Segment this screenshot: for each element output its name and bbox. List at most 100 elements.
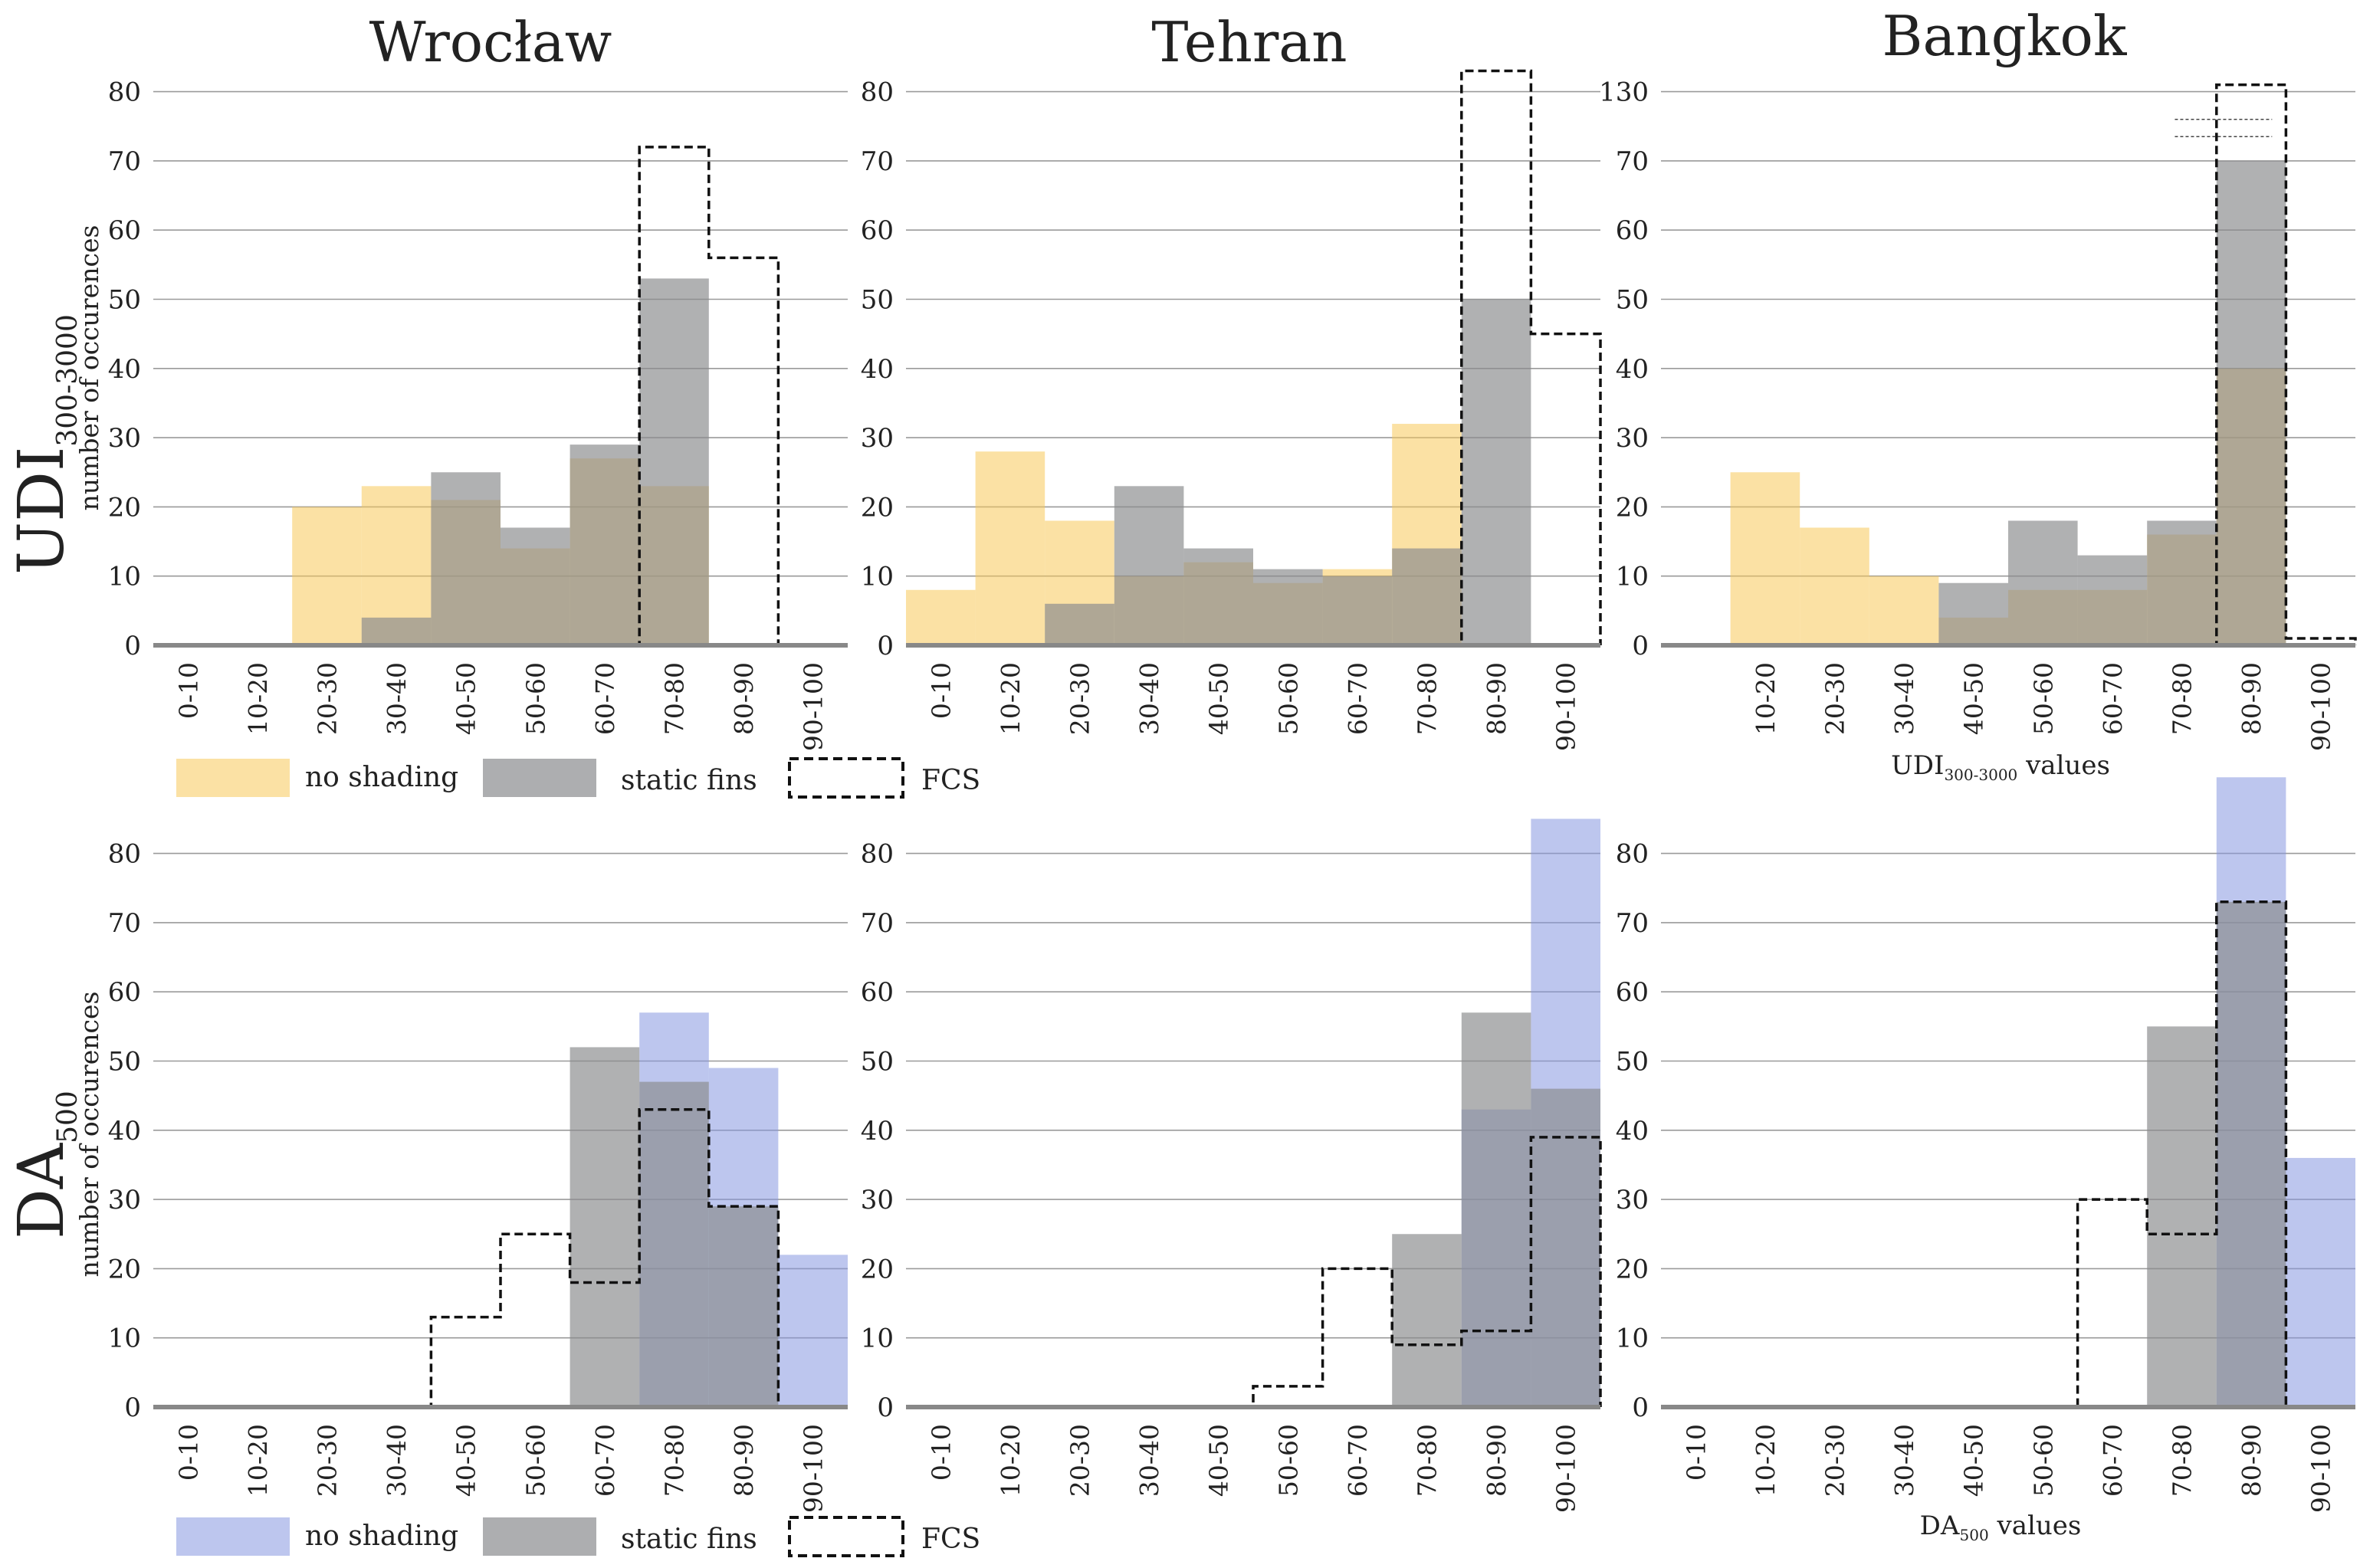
xlabel-udi-tail: values [2017, 750, 2110, 781]
static-fins-bar-70-80 [639, 1081, 709, 1407]
xtick-label-10-20: 10-20 [1751, 1424, 1781, 1497]
ytick-label-50: 50 [861, 285, 894, 316]
static-fins-bar-70-80 [639, 278, 709, 645]
static-fins-bar-20-30 [1045, 603, 1114, 645]
static-fins-bar-40-50 [1183, 548, 1253, 645]
panel-tehran-da: 0 10 20 30 40 50 60 70 80 0-10 10-20 20-30 30-40 40-5… [861, 818, 1602, 1513]
xtick-label-70-80: 70-80 [2168, 662, 2198, 735]
xtick-label-80-90: 80-90 [2237, 1424, 2266, 1497]
no-shading-bar-20-30 [1800, 527, 1869, 645]
static-fins-bar-50-60 [501, 527, 570, 645]
xtick-label-20-30: 20-30 [1065, 662, 1095, 735]
legend-udi-static-fins-swatch [483, 759, 596, 797]
xtick-label-30-40: 30-40 [1134, 1424, 1164, 1497]
ytick-label-20: 20 [861, 492, 894, 523]
ytick-label-0: 0 [1632, 631, 1649, 661]
ytick-label-70: 70 [861, 908, 894, 939]
static-fins-bar-40-50 [431, 472, 501, 645]
xtick-label-10-20: 10-20 [243, 1424, 273, 1497]
no-shading-bar-10-20 [1730, 472, 1800, 645]
static-fins-bar-60-70 [569, 1047, 640, 1407]
ytick-label-20: 20 [108, 492, 141, 523]
no-shading-bar-20-30 [292, 507, 362, 645]
ytick-label-60: 60 [861, 215, 894, 246]
ytick-label-130: 130 [1599, 77, 1649, 108]
legend-udi-no-shading-swatch [176, 759, 290, 797]
row-label-udi-sub: 300-3000 [52, 314, 84, 447]
ytick-label-40: 40 [108, 354, 141, 385]
ytick-label-20: 20 [1616, 492, 1649, 523]
xtick-label-10-20: 10-20 [996, 662, 1026, 735]
ytick-label-60: 60 [1616, 977, 1649, 1008]
ytick-label-10: 10 [861, 562, 894, 592]
xtick-label-70-80: 70-80 [2168, 1424, 2198, 1497]
xtick-label-80-90: 80-90 [729, 662, 759, 735]
xtick-label-50-60: 50-60 [520, 1424, 550, 1497]
ytick-label-10: 10 [108, 1324, 141, 1354]
legend-da-fcs-swatch [788, 1516, 904, 1557]
static-fins-bar-70-80 [2147, 520, 2217, 645]
ytick-label-70: 70 [861, 146, 894, 177]
xtick-label-20-30: 20-30 [1820, 662, 1850, 735]
xtick-label-60-70: 60-70 [1343, 1424, 1373, 1497]
static-fins-bar-80-90 [2216, 901, 2286, 1407]
no-shading-bar-0-10 [906, 589, 976, 645]
ytick-label-40: 40 [1616, 1116, 1649, 1146]
xtick-label-60-70: 60-70 [1343, 662, 1373, 735]
xtick-label-50-60: 50-60 [2028, 1424, 2058, 1497]
panel-tehran-udi: 0 10 20 30 40 50 60 70 80 0-10 10-20 20-30 30-40 40-5… [861, 69, 1602, 751]
xtick-label-40-50: 40-50 [451, 1424, 481, 1497]
legend-udi-fcs-swatch [788, 757, 904, 799]
row-ylabel-udi: number of occurences [74, 225, 104, 511]
xtick-label-30-40: 30-40 [1889, 1424, 1919, 1497]
ytick-label-30: 30 [1616, 423, 1649, 454]
ytick-label-70: 70 [108, 146, 141, 177]
xtick-label-0-10: 0-10 [1681, 1424, 1711, 1481]
xtick-label-40-50: 40-50 [1959, 662, 1989, 735]
row-label-da-sub: 500 [52, 1091, 84, 1143]
static-fins-bar-80-90 [1461, 1012, 1531, 1407]
static-fins-bar-60-70 [1322, 576, 1393, 645]
static-fins-bar-30-40 [361, 617, 432, 645]
xlabel-da-main: DA [1920, 1511, 1960, 1541]
ytick-label-50: 50 [1616, 1047, 1649, 1078]
xtick-label-90-100: 90-100 [799, 662, 829, 751]
legend-udi-static-fins-label: static fins [621, 765, 757, 796]
xtick-label-70-80: 70-80 [1413, 1424, 1443, 1497]
xtick-label-10-20: 10-20 [1751, 662, 1781, 735]
xtick-label-70-80: 70-80 [660, 662, 690, 735]
xtick-label-0-10: 0-10 [173, 1424, 203, 1481]
row-label-da-main: DA [5, 1142, 78, 1239]
xtick-label-20-30: 20-30 [1820, 1424, 1850, 1497]
xtick-label-20-30: 20-30 [313, 662, 343, 735]
xtick-label-10-20: 10-20 [996, 1424, 1026, 1497]
xtick-label-90-100: 90-100 [2306, 662, 2336, 751]
ytick-label-50: 50 [861, 1047, 894, 1078]
xtick-label-40-50: 40-50 [1204, 662, 1234, 735]
xtick-label-20-30: 20-30 [313, 1424, 343, 1497]
xlabel-udi-sub: 300-3000 [1944, 766, 2017, 784]
ytick-label-0: 0 [877, 1393, 894, 1423]
no-shading-bar-30-40 [1869, 576, 1939, 645]
panel-wroclaw-udi: 0 10 20 30 40 50 60 70 80 0-10 10-20 20-30 30-40 40-5… [108, 77, 848, 751]
ytick-label-10: 10 [1616, 562, 1649, 592]
ytick-label-50: 50 [108, 1047, 141, 1078]
ytick-label-70: 70 [108, 908, 141, 939]
row-label-udi: UDI300-3000 [5, 314, 84, 575]
xtick-label-20-30: 20-30 [1065, 1424, 1095, 1497]
static-fins-bar-80-90 [2216, 160, 2286, 645]
panel-bangkok-da: 0 10 20 30 40 50 60 70 80 0-10 10-20 20-30 30-40 40-5… [1616, 777, 2355, 1513]
xtick-label-40-50: 40-50 [1959, 1424, 1989, 1497]
xtick-label-30-40: 30-40 [382, 662, 412, 735]
static-fins-bar-80-90 [708, 1206, 779, 1407]
legend-udi-no-shading-label: no shading [305, 762, 458, 793]
ytick-label-30: 30 [108, 1185, 141, 1215]
xtick-label-70-80: 70-80 [660, 1424, 690, 1497]
static-fins-bar-90-100 [1531, 1088, 1600, 1407]
ytick-label-20: 20 [861, 1254, 894, 1284]
ytick-label-30: 30 [108, 423, 141, 454]
ytick-label-40: 40 [108, 1116, 141, 1146]
xlabel-udi-main: UDI [1891, 750, 1944, 781]
ytick-label-40: 40 [1616, 354, 1649, 385]
